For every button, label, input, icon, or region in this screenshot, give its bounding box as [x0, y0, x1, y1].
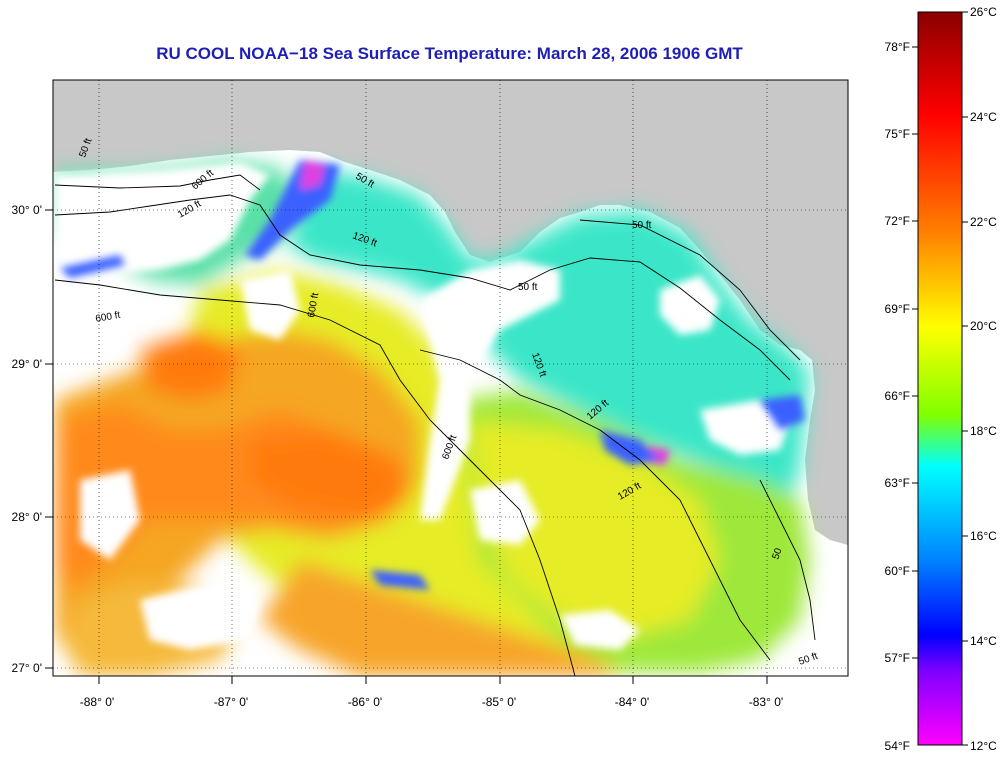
colorbar-ticks [912, 11, 968, 746]
colorbar-f-label: 54°F [885, 739, 910, 753]
cold-streaks [60, 160, 805, 590]
lon-tick-label: -88° 0' [80, 695, 114, 709]
lon-tick-label: -84° 0' [615, 695, 649, 709]
colorbar-f-label: 69°F [885, 302, 910, 316]
contour-label: 50 ft [632, 220, 652, 231]
colorbar-f-label: 63°F [885, 476, 910, 490]
colorbar-c-label: 14°C [970, 634, 997, 648]
contour-label: 600 ft [306, 292, 321, 319]
graticule [53, 80, 848, 676]
map-area [53, 80, 848, 676]
colorbar-c-label: 22°C [970, 215, 997, 229]
map-border [52, 79, 849, 677]
colorbar-f-label: 57°F [885, 651, 910, 665]
sst-field [55, 160, 810, 676]
cloud-patches [55, 162, 790, 650]
map-title: RU COOL NOAA−18 Sea Surface Temperature:… [156, 44, 743, 63]
contour-label: 50 [770, 546, 784, 561]
colorbar-c-label: 24°C [970, 110, 997, 124]
lat-tick-label: 29° 0' [12, 357, 42, 371]
colorbar-f-label: 72°F [885, 214, 910, 228]
lon-tick-label: -87° 0' [214, 695, 248, 709]
colorbar-c-label: 20°C [970, 319, 997, 333]
colorbar-c-label: 12°C [970, 739, 997, 753]
colorbar-c-label: 26°C [970, 5, 997, 19]
colorbar-c-label: 16°C [970, 529, 997, 543]
lat-tick-label: 28° 0' [12, 510, 42, 524]
tick-marks [45, 209, 768, 684]
bathymetry-contours [54, 174, 816, 676]
colorbar-f-label: 75°F [885, 127, 910, 141]
colorbar-f-label: 66°F [885, 389, 910, 403]
colorbar-gradient [917, 11, 963, 746]
lon-tick-label: -85° 0' [482, 695, 516, 709]
colorbar-c-label: 18°C [970, 424, 997, 438]
lat-tick-label: 27° 0' [12, 661, 42, 675]
colorbar-f-label: 78°F [885, 40, 910, 54]
contour-label: 600 ft [95, 310, 122, 325]
colorbar-f-label: 60°F [885, 564, 910, 578]
contour-label: 50 ft [518, 282, 538, 293]
lon-tick-label: -86° 0' [348, 695, 382, 709]
lat-tick-label: 30° 0' [12, 203, 42, 217]
lon-tick-label: -83° 0' [749, 695, 783, 709]
colorbar: 78°F 75°F 72°F 69°F 66°F 63°F 60°F 57°F … [885, 5, 998, 753]
